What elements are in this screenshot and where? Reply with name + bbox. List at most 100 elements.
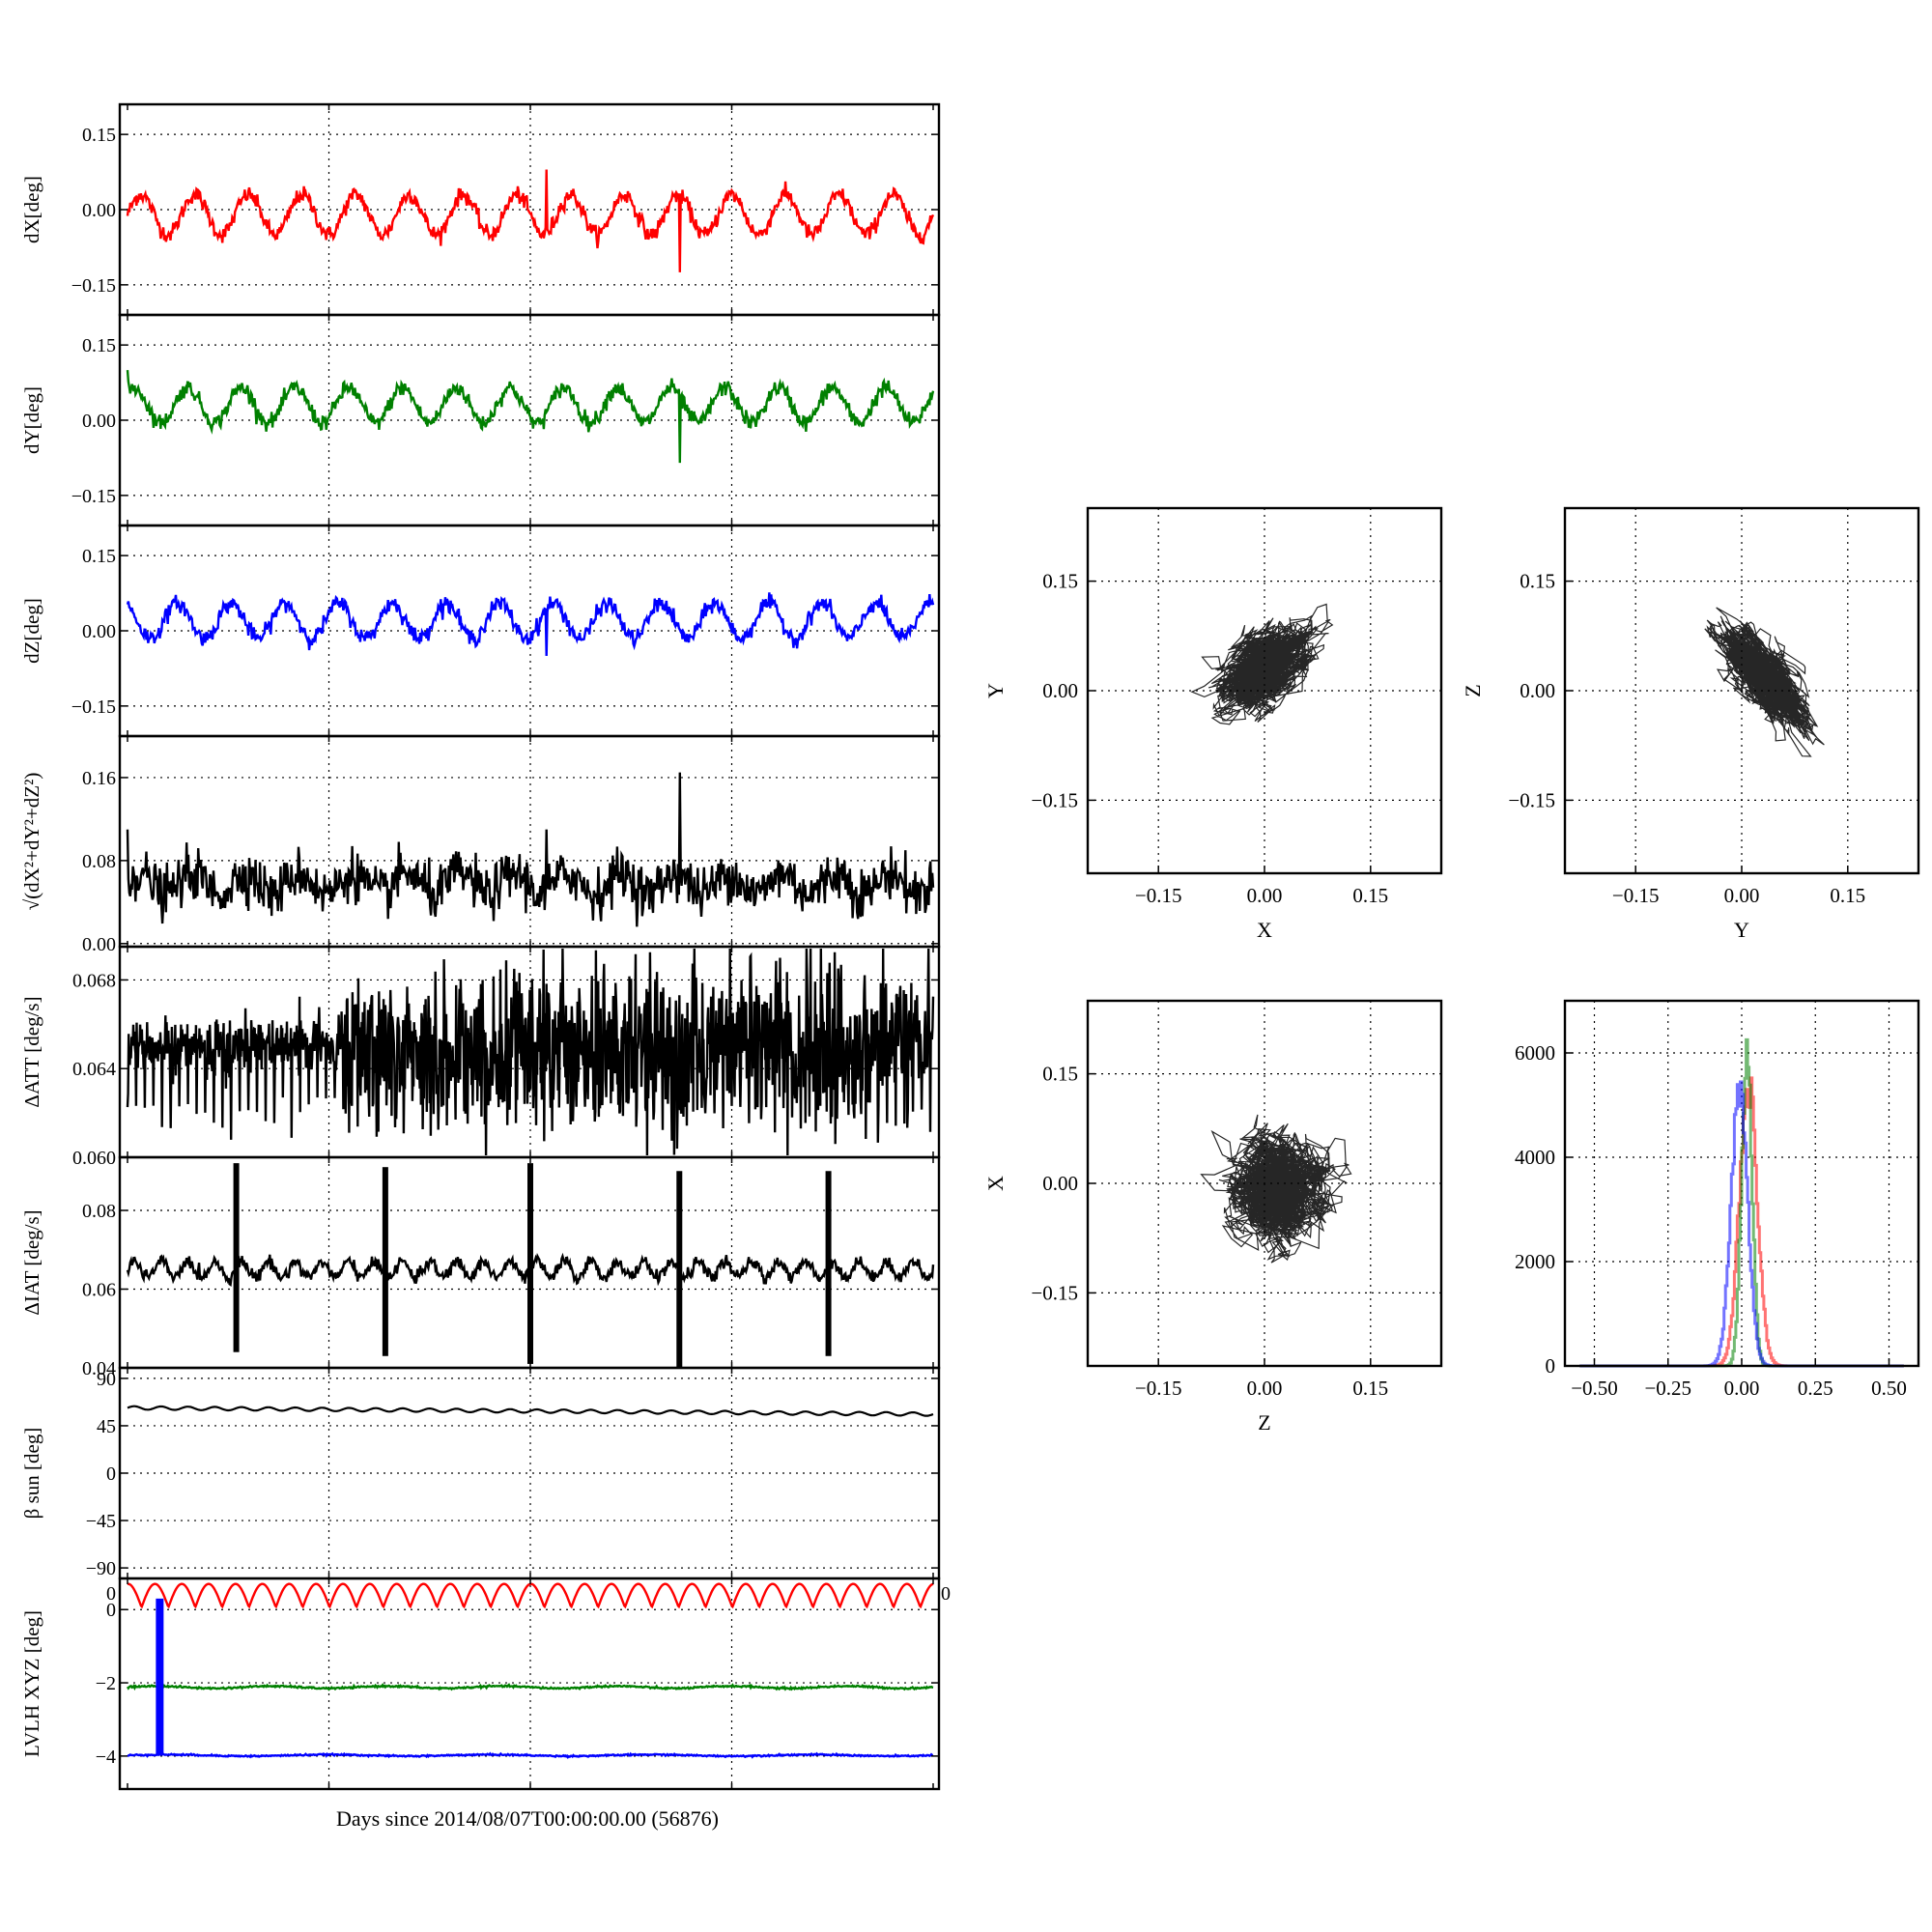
panel-yz: −0.15 −0.15 0.00 0.00 0.15 0.15 Y Z <box>1461 506 1920 942</box>
zx-xlabel: Z <box>1258 1410 1270 1435</box>
diat-ytick-label-2: 0.08 <box>82 1201 116 1222</box>
panel-datt: 0.060 0.064 0.068 ΔATT [deg/s] <box>20 945 941 1169</box>
dnorm-frame <box>118 734 941 949</box>
datt-series-0 <box>126 948 935 1156</box>
lvlh-series-0 <box>128 1582 934 1609</box>
lvlh-frame <box>118 1577 941 1791</box>
xy-xtick-label-1: 0.00 <box>1247 884 1283 907</box>
hist-ytick-label-0: 0 <box>1546 1354 1556 1378</box>
dy-ytick-label-0: −0.15 <box>71 486 116 507</box>
hist-xtick-label-2: 0.00 <box>1724 1377 1760 1400</box>
dy-ytick-label-2: 0.15 <box>82 335 116 356</box>
xy-ytick-label-1: 0.00 <box>1042 679 1078 702</box>
lvlh-top-left-tick: 0 <box>106 1583 116 1605</box>
dy-ytick-label-1: 0.00 <box>82 411 116 432</box>
hist-xtick-label-3: 0.25 <box>1798 1377 1833 1400</box>
lvlh-ytick-label-1: −2 <box>96 1673 116 1694</box>
beta-ytick-label-2: 0 <box>106 1463 116 1485</box>
lvlh-bar <box>156 1598 164 1756</box>
zx-xtick-label-1: 0.00 <box>1247 1377 1283 1400</box>
xy-xlabel: X <box>1257 918 1272 942</box>
yz-xtick-label-0: −0.15 <box>1612 884 1660 907</box>
panels-layer: −0.15 0.00 0.15 dX[deg] −0.15 0.00 0.15 dY[deg]… <box>20 102 1920 1791</box>
dz-ytick-label-0: −0.15 <box>71 696 116 718</box>
dx-ytick-label-2: 0.15 <box>82 125 116 146</box>
panel-dx: −0.15 0.00 0.15 dX[deg] <box>20 102 941 317</box>
xy-trajectory <box>1190 603 1334 725</box>
beta-ytick-label-4: 90 <box>97 1369 116 1390</box>
dy-ylabel: dY[deg] <box>20 386 43 454</box>
lvlh-ytick-label-0: −4 <box>96 1747 116 1768</box>
dx-series-0 <box>126 169 935 272</box>
diat-burst-3 <box>676 1171 683 1368</box>
panel-diat: 0.04 0.06 0.08 ΔIAT [deg/s] <box>20 1155 941 1379</box>
hist-ytick-label-2: 4000 <box>1515 1146 1555 1169</box>
shared-x-axis-label: Days since 2014/08/07T00:00:00.00 (56876… <box>336 1806 719 1831</box>
xy-xtick-label-2: 0.15 <box>1352 884 1388 907</box>
zx-ytick-label-2: 0.15 <box>1042 1063 1078 1086</box>
panel-beta: −90 −45 0 45 90 β sun [deg] <box>20 1366 941 1580</box>
dz-series-0 <box>126 592 935 657</box>
dx-ylabel: dX[deg] <box>20 176 43 243</box>
datt-ylabel: ΔATT [deg/s] <box>20 996 43 1107</box>
zx-ytick-label-1: 0.00 <box>1042 1172 1078 1195</box>
panel-dy: −0.15 0.00 0.15 dY[deg] <box>20 313 941 527</box>
beta-ylabel: β sun [deg] <box>20 1428 43 1520</box>
datt-ytick-label-2: 0.068 <box>72 970 116 991</box>
zx-xtick-label-2: 0.15 <box>1352 1377 1388 1400</box>
yz-ytick-label-0: −0.15 <box>1508 788 1555 811</box>
dnorm-ytick-label-1: 0.08 <box>82 851 116 872</box>
datt-ytick-label-0: 0.060 <box>72 1148 116 1169</box>
panel-xy: −0.15 −0.15 0.00 0.00 0.15 0.15 X Y <box>983 506 1443 942</box>
yz-ytick-label-2: 0.15 <box>1520 570 1555 593</box>
diat-burst-1 <box>382 1167 388 1356</box>
zx-ytick-label-0: −0.15 <box>1031 1281 1078 1304</box>
dnorm-ytick-label-0: 0.00 <box>82 934 116 955</box>
dx-ytick-label-1: 0.00 <box>82 200 116 221</box>
xy-xtick-label-0: −0.15 <box>1135 884 1182 907</box>
beta-ytick-label-0: −90 <box>86 1558 116 1579</box>
dy-series-0 <box>126 370 935 464</box>
dx-ytick-label-0: −0.15 <box>71 275 116 297</box>
yz-xtick-label-1: 0.00 <box>1724 884 1760 907</box>
xy-ylabel: Y <box>983 683 1008 698</box>
dz-ytick-label-2: 0.15 <box>82 546 116 567</box>
hist-xtick-label-1: −0.25 <box>1644 1377 1691 1400</box>
panel-dnorm: 0.00 0.08 0.16 √(dX²+dY²+dZ²) <box>20 734 941 955</box>
diat-ytick-label-1: 0.06 <box>82 1280 116 1301</box>
hist-xtick-label-4: 0.50 <box>1871 1377 1907 1400</box>
dz-ylabel: dZ[deg] <box>20 598 43 664</box>
yz-xlabel: Y <box>1734 918 1749 942</box>
hist-ytick-label-3: 6000 <box>1515 1041 1555 1065</box>
diat-burst-4 <box>825 1171 832 1356</box>
hist-xtick-label-0: −0.50 <box>1571 1377 1618 1400</box>
lvlh-ytick-label-2: 0 <box>106 1600 116 1621</box>
beta-ytick-label-1: −45 <box>86 1511 116 1532</box>
dnorm-series-0 <box>126 772 935 927</box>
diat-burst-2 <box>527 1163 533 1364</box>
panel-zx: −0.15 −0.15 0.00 0.00 0.15 0.15 Z X <box>983 999 1443 1435</box>
panel-hist: −0.50 −0.25 0.00 0.25 0.50 0 2000 4000 6000 <box>1515 999 1920 1400</box>
xy-ytick-label-2: 0.15 <box>1042 570 1078 593</box>
dnorm-ylabel: √(dX²+dY²+dZ²) <box>20 773 43 911</box>
beta-ytick-label-3: 45 <box>97 1416 116 1437</box>
yz-xtick-label-2: 0.15 <box>1830 884 1865 907</box>
lvlh-series-2 <box>127 1751 934 1760</box>
panel-dz: −0.15 0.00 0.15 dZ[deg] <box>20 524 941 738</box>
yz-ylabel: Z <box>1461 684 1485 696</box>
xy-ytick-label-0: −0.15 <box>1031 788 1078 811</box>
yz-ytick-label-1: 0.00 <box>1520 679 1555 702</box>
lvlh-top-right-tick: 0 <box>941 1583 951 1605</box>
dz-ytick-label-1: 0.00 <box>82 621 116 642</box>
diat-ytick-label-0: 0.04 <box>82 1358 116 1379</box>
zx-trajectory <box>1200 1114 1352 1264</box>
lvlh-ylabel: LVLH XYZ [deg] <box>20 1610 43 1757</box>
diat-burst-0 <box>233 1163 240 1352</box>
yz-trajectory <box>1704 607 1825 757</box>
zx-ylabel: X <box>983 1176 1008 1191</box>
hist-ytick-label-1: 2000 <box>1515 1250 1555 1273</box>
diat-ylabel: ΔIAT [deg/s] <box>20 1209 43 1315</box>
beta-series-0 <box>127 1405 934 1417</box>
